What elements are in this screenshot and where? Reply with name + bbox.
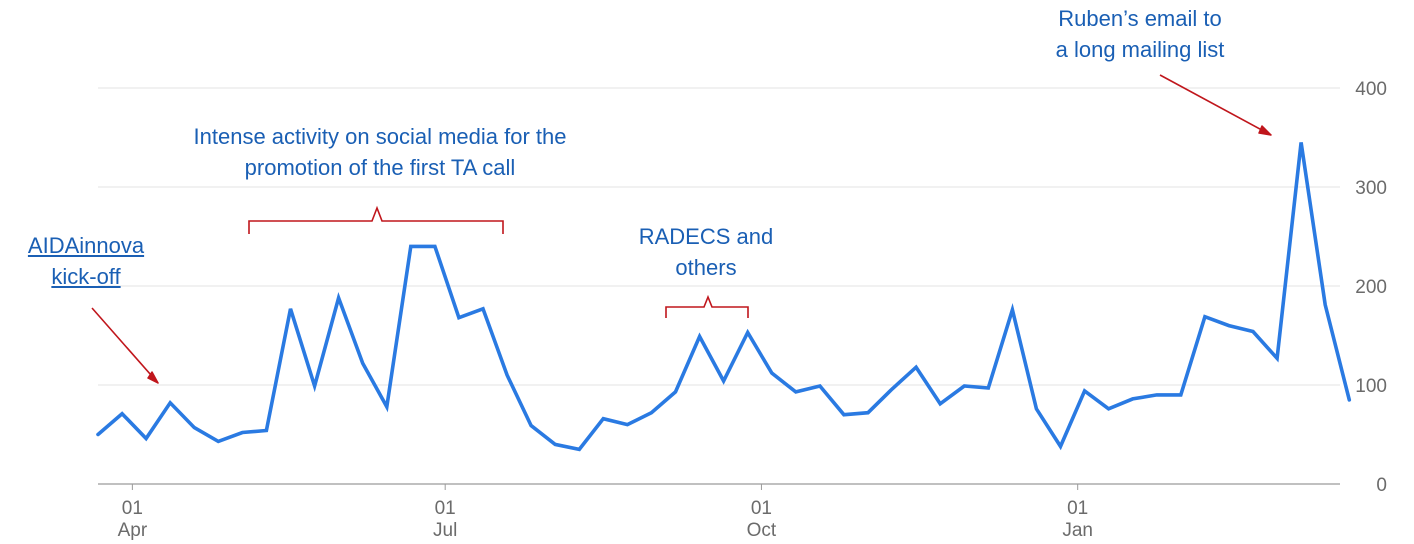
annotation-kickoff-line1: AIDAinnova xyxy=(27,233,145,258)
series-group xyxy=(96,142,1352,452)
y-tick-label: 100 xyxy=(1355,376,1387,397)
y-tick-label: 300 xyxy=(1355,178,1387,199)
annotation-social-line1: Intense activity on social media for the xyxy=(193,124,567,149)
email-arrowhead xyxy=(1258,125,1272,136)
annotation-kickoff-line2: kick-off xyxy=(51,264,121,289)
annotation-radecs-line2: others xyxy=(675,255,737,280)
annotation-radecs-line1: RADECS and xyxy=(638,224,774,249)
y-tick-label: 0 xyxy=(1376,475,1387,496)
x-tick-month-label: Oct xyxy=(747,520,777,541)
y-tick-label: 200 xyxy=(1355,277,1387,298)
annotation-radecs: RADECS and others xyxy=(600,221,812,283)
annotation-email: Ruben’s email to a long mailing list xyxy=(1020,3,1260,65)
email-arrow xyxy=(1159,74,1272,136)
y-tick-label: 400 xyxy=(1355,79,1387,100)
social-bracket xyxy=(248,205,504,234)
annotation-markers xyxy=(91,74,1272,384)
series-line xyxy=(96,142,1352,452)
x-tick-month-label: Jul xyxy=(433,520,457,541)
radecs-bracket xyxy=(665,294,749,318)
gridlines xyxy=(98,87,1340,485)
annotation-email-line1: Ruben’s email to xyxy=(1058,6,1222,31)
annotation-social-line2: promotion of the first TA call xyxy=(244,155,516,180)
kickoff-arrow xyxy=(91,307,159,384)
x-tick-day-label: 01 xyxy=(1067,498,1088,519)
kickoff-arrowhead xyxy=(147,371,159,384)
x-tick-month-label: Apr xyxy=(118,520,148,541)
x-tick-month-label: Jan xyxy=(1062,520,1093,541)
annotation-social: Intense activity on social media for the… xyxy=(140,121,620,183)
annotation-email-line2: a long mailing list xyxy=(1055,37,1225,62)
y-axis: 0 100 200 300 400 xyxy=(1355,79,1387,496)
x-tick-day-label: 01 xyxy=(751,498,772,519)
x-tick-day-label: 01 xyxy=(435,498,456,519)
annotation-kickoff: AIDAinnova kick-off xyxy=(12,230,160,292)
x-tick-day-label: 01 xyxy=(122,498,143,519)
